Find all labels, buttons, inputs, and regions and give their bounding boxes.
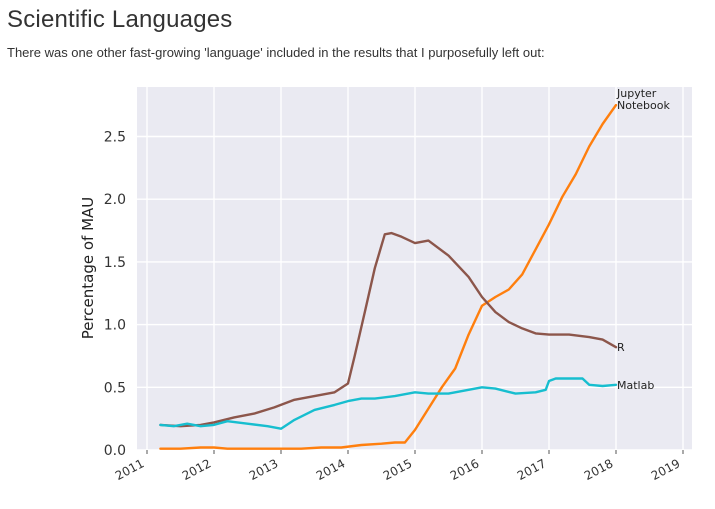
x-tick-label: 2016 bbox=[448, 456, 482, 483]
x-tick-label: 2015 bbox=[381, 456, 415, 483]
y-axis-label: Percentage of MAU bbox=[79, 197, 97, 340]
y-tick-label: 0.0 bbox=[104, 443, 126, 459]
series-label: Notebook bbox=[617, 99, 670, 112]
series-label: Matlab bbox=[617, 379, 654, 392]
y-tick-label: 2.0 bbox=[104, 192, 126, 208]
series-label: R bbox=[617, 341, 625, 354]
y-tick-label: 1.0 bbox=[104, 318, 126, 334]
series-label: Jupyter bbox=[616, 87, 657, 100]
page-title: Scientific Languages bbox=[7, 6, 233, 33]
y-tick-label: 0.5 bbox=[104, 380, 126, 396]
y-tick-label: 2.5 bbox=[104, 130, 126, 146]
x-axis-ticks: 2011 2012 2013 2014 2015 2016 2017 2018 2019 bbox=[113, 450, 684, 483]
y-tick-label: 1.5 bbox=[104, 255, 126, 271]
grid-lines bbox=[137, 87, 692, 451]
x-tick-label: 2014 bbox=[314, 456, 348, 483]
x-tick-label: 2017 bbox=[515, 456, 549, 483]
series-lines bbox=[159, 103, 618, 450]
x-tick-label: 2011 bbox=[113, 456, 147, 483]
series-line-r bbox=[159, 231, 618, 428]
y-axis-ticks: 0.0 0.5 1.0 1.5 2.0 2.5 bbox=[104, 130, 126, 460]
x-tick-label: 2018 bbox=[582, 456, 616, 483]
x-tick-label: 2012 bbox=[180, 456, 214, 483]
series-line-jupyter-notebook bbox=[159, 103, 618, 450]
page-subtitle: There was one other fast-growing 'langua… bbox=[7, 45, 545, 60]
series-line-matlab bbox=[159, 377, 618, 430]
x-tick-label: 2019 bbox=[649, 456, 683, 483]
x-tick-label: 2013 bbox=[247, 456, 281, 483]
